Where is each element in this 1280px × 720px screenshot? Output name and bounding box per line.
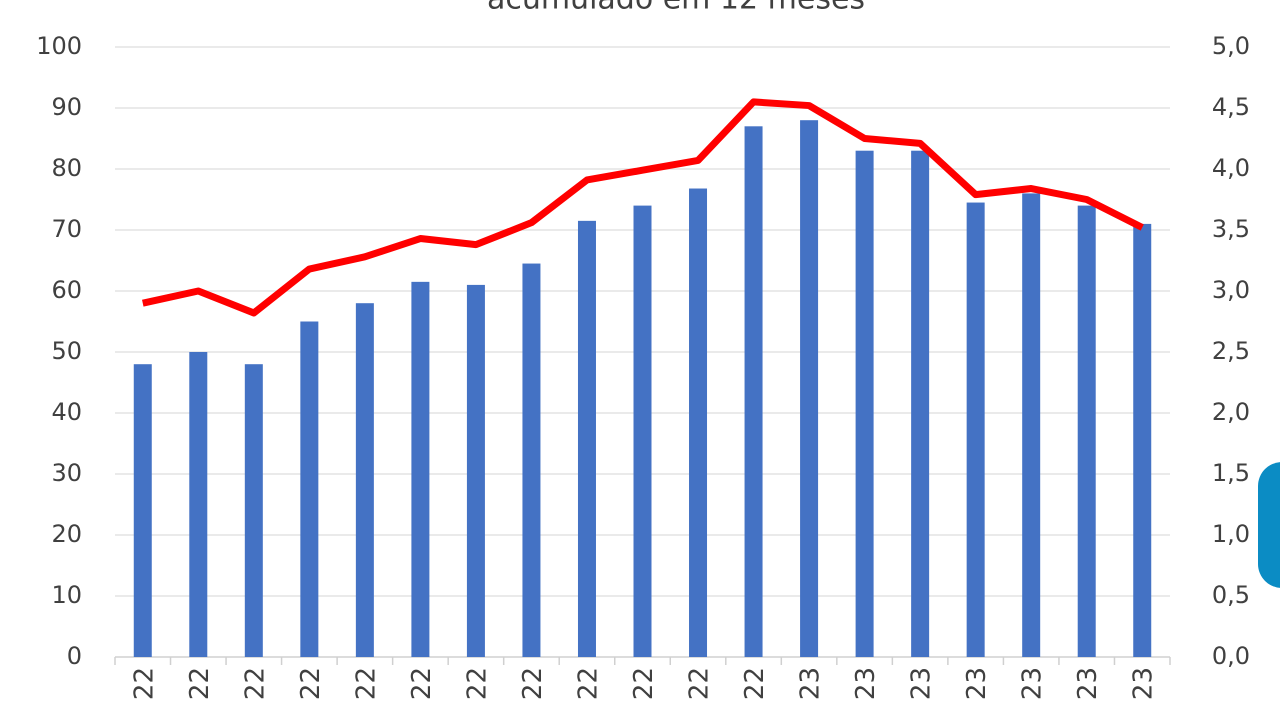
- bar: [466, 284, 485, 657]
- y2-tick-label: 5,0: [1212, 32, 1250, 60]
- x-tick-label: 22: [296, 667, 326, 700]
- x-tick-label: 22: [462, 667, 492, 700]
- y2-tick-label: 1,5: [1212, 459, 1250, 487]
- y2-tick-label: 2,5: [1212, 337, 1250, 365]
- bar: [411, 281, 430, 657]
- y2-tick-label: 4,5: [1212, 93, 1250, 121]
- x-tick-label: 22: [351, 667, 381, 700]
- bar: [300, 321, 319, 657]
- y2-tick-label: 0,0: [1212, 642, 1250, 670]
- x-tick-label: 23: [1073, 667, 1103, 700]
- bar: [1022, 193, 1041, 657]
- y-tick-label: 30: [51, 459, 82, 487]
- bar: [689, 188, 708, 657]
- x-tick-label: 23: [851, 667, 881, 700]
- line: [142, 98, 1144, 317]
- y-tick-label: 60: [51, 276, 82, 304]
- bar: [522, 263, 541, 657]
- bar: [355, 303, 374, 657]
- x-tick-label: 22: [573, 667, 603, 700]
- bar: [800, 120, 819, 657]
- y-tick-label: 50: [51, 337, 82, 365]
- y-tick-label: 0: [67, 642, 82, 670]
- y2-tick-label: 3,5: [1212, 215, 1250, 243]
- x-tick-label: 23: [1018, 667, 1048, 700]
- y2-tick-label: 1,0: [1212, 520, 1250, 548]
- y-tick-label: 80: [51, 154, 82, 182]
- x-tick-label: 23: [907, 667, 937, 700]
- y-tick-label: 90: [51, 93, 82, 121]
- x-tick-label: 22: [240, 667, 270, 700]
- y-tick-label: 70: [51, 215, 82, 243]
- bar: [966, 202, 985, 658]
- bar: [577, 220, 596, 657]
- bar: [855, 150, 874, 657]
- y-tick-label: 10: [51, 581, 82, 609]
- y2-tick-label: 0,5: [1212, 581, 1250, 609]
- chart-title: acumulado em 12 meses: [487, 0, 865, 17]
- bar: [633, 205, 652, 657]
- x-tick-label: 23: [1129, 667, 1159, 700]
- bar: [1133, 223, 1152, 657]
- x-tick-label: 22: [407, 667, 437, 700]
- y-tick-label: 20: [51, 520, 82, 548]
- bar: [189, 352, 208, 657]
- bar: [744, 126, 763, 658]
- marks: [133, 98, 1152, 658]
- x-tick-label: 23: [796, 667, 826, 700]
- x-tick-label: 22: [129, 667, 159, 700]
- bar: [911, 150, 930, 657]
- bar: [133, 364, 152, 657]
- x-tick-label: 22: [518, 667, 548, 700]
- bar: [244, 364, 263, 657]
- x-tick-label: 23: [962, 667, 992, 700]
- bar: [1077, 205, 1096, 657]
- y2-tick-label: 2,0: [1212, 398, 1250, 426]
- x-tick-label: 22: [740, 667, 770, 700]
- x-tick-label: 22: [185, 667, 215, 700]
- y-tick-label: 100: [36, 32, 82, 60]
- x-tick-label: 22: [629, 667, 659, 700]
- y2-tick-label: 3,0: [1212, 276, 1250, 304]
- y-tick-label: 40: [51, 398, 82, 426]
- y2-tick-label: 4,0: [1212, 154, 1250, 182]
- x-tick-label: 22: [685, 667, 715, 700]
- side-badge: [1258, 462, 1280, 588]
